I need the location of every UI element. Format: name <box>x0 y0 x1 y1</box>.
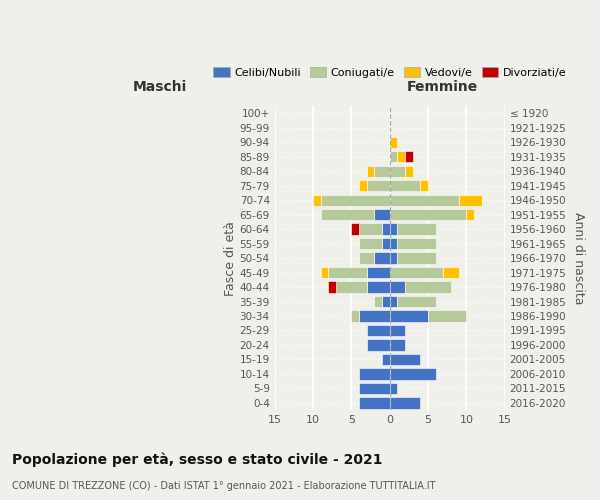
Bar <box>405 166 413 177</box>
Bar <box>359 224 382 235</box>
Bar <box>390 194 459 206</box>
Bar <box>359 310 390 322</box>
Bar <box>390 310 428 322</box>
Bar <box>374 166 390 177</box>
Bar <box>320 267 328 278</box>
Bar <box>397 224 436 235</box>
Bar <box>359 252 374 264</box>
Bar <box>390 267 443 278</box>
Bar <box>390 340 405 350</box>
Bar <box>390 398 421 408</box>
Bar <box>320 209 374 220</box>
Bar <box>382 354 390 365</box>
Bar <box>320 194 390 206</box>
Bar <box>443 267 459 278</box>
Bar <box>390 354 421 365</box>
Bar <box>367 325 390 336</box>
Bar <box>352 224 359 235</box>
Bar <box>390 383 397 394</box>
Bar <box>390 296 397 307</box>
Bar <box>428 310 466 322</box>
Bar <box>397 252 436 264</box>
Bar <box>390 282 405 292</box>
Y-axis label: Anni di nascita: Anni di nascita <box>572 212 585 304</box>
Bar <box>382 224 390 235</box>
Bar <box>359 368 390 380</box>
Text: Femmine: Femmine <box>407 80 478 94</box>
Bar <box>390 166 405 177</box>
Bar <box>405 282 451 292</box>
Bar <box>367 180 390 192</box>
Bar <box>359 238 382 250</box>
Bar <box>359 180 367 192</box>
Y-axis label: Fasce di età: Fasce di età <box>224 220 237 296</box>
Bar <box>390 224 397 235</box>
Bar <box>390 252 397 264</box>
Bar <box>328 267 367 278</box>
Bar <box>397 151 405 162</box>
Bar <box>466 209 474 220</box>
Bar <box>367 282 390 292</box>
Bar <box>397 296 436 307</box>
Bar <box>390 368 436 380</box>
Bar <box>374 209 390 220</box>
Bar <box>374 252 390 264</box>
Bar <box>390 151 397 162</box>
Bar <box>328 282 336 292</box>
Bar <box>313 194 320 206</box>
Text: Maschi: Maschi <box>133 80 187 94</box>
Bar <box>421 180 428 192</box>
Bar <box>359 398 390 408</box>
Bar <box>382 296 390 307</box>
Text: Popolazione per età, sesso e stato civile - 2021: Popolazione per età, sesso e stato civil… <box>12 452 383 467</box>
Bar <box>359 383 390 394</box>
Bar <box>405 151 413 162</box>
Bar <box>397 238 436 250</box>
Bar <box>390 180 421 192</box>
Legend: Celibi/Nubili, Coniugati/e, Vedovi/e, Divorziati/e: Celibi/Nubili, Coniugati/e, Vedovi/e, Di… <box>209 63 571 82</box>
Bar <box>382 238 390 250</box>
Bar <box>390 325 405 336</box>
Bar <box>352 310 359 322</box>
Bar <box>390 209 466 220</box>
Bar <box>374 296 382 307</box>
Bar <box>390 238 397 250</box>
Text: COMUNE DI TREZZONE (CO) - Dati ISTAT 1° gennaio 2021 - Elaborazione TUTTITALIA.I: COMUNE DI TREZZONE (CO) - Dati ISTAT 1° … <box>12 481 436 491</box>
Bar <box>336 282 367 292</box>
Bar <box>367 267 390 278</box>
Bar <box>367 166 374 177</box>
Bar <box>390 136 397 148</box>
Bar <box>367 340 390 350</box>
Bar <box>459 194 482 206</box>
